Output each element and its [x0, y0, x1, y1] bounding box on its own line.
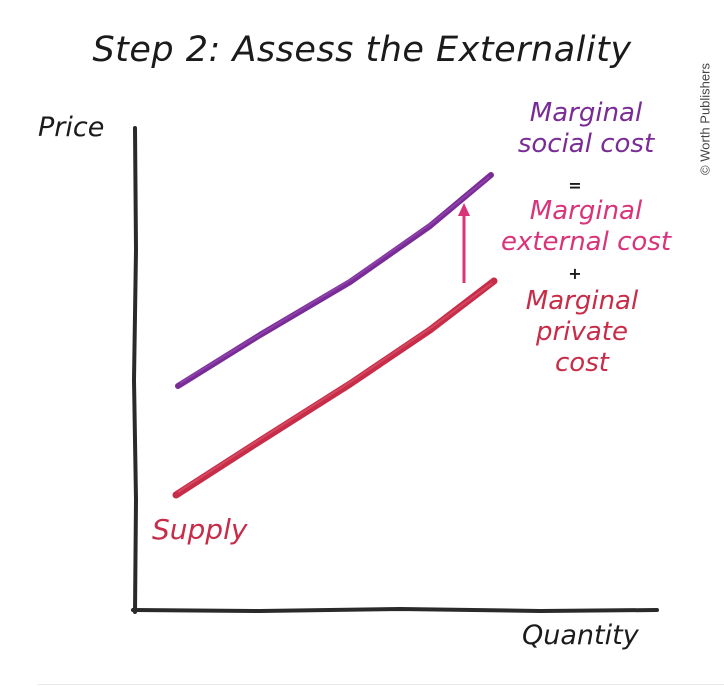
x-axis	[131, 606, 659, 614]
msc-label-line-2: social cost	[517, 129, 655, 159]
marginal-external-cost-arrow	[458, 203, 470, 283]
marginal-social-cost-line	[175, 172, 494, 389]
plus-sign: +	[568, 264, 582, 283]
msc-label-line-1: Marginal	[529, 98, 643, 128]
mpc-label-line-2: private	[536, 317, 628, 347]
mec-label-line-1: Marginal	[529, 196, 643, 226]
mec-label-line-2: external cost	[500, 227, 672, 257]
supply-label: Supply	[152, 513, 248, 546]
equals-sign: =	[568, 176, 582, 195]
y-axis	[131, 126, 139, 614]
footer-divider	[38, 684, 724, 685]
mpc-label-line-1: Marginal	[525, 286, 639, 316]
diagram-title: Step 2: Assess the Externality	[92, 30, 632, 70]
msc-label: Marginal social cost	[500, 98, 672, 160]
mpc-label-line-3: cost	[555, 348, 609, 378]
x-axis-label: Quantity	[522, 620, 639, 651]
mec-label: Marginal external cost	[482, 196, 690, 258]
y-axis-label: Price	[38, 112, 105, 143]
mpc-label: Marginal private cost	[498, 286, 666, 379]
